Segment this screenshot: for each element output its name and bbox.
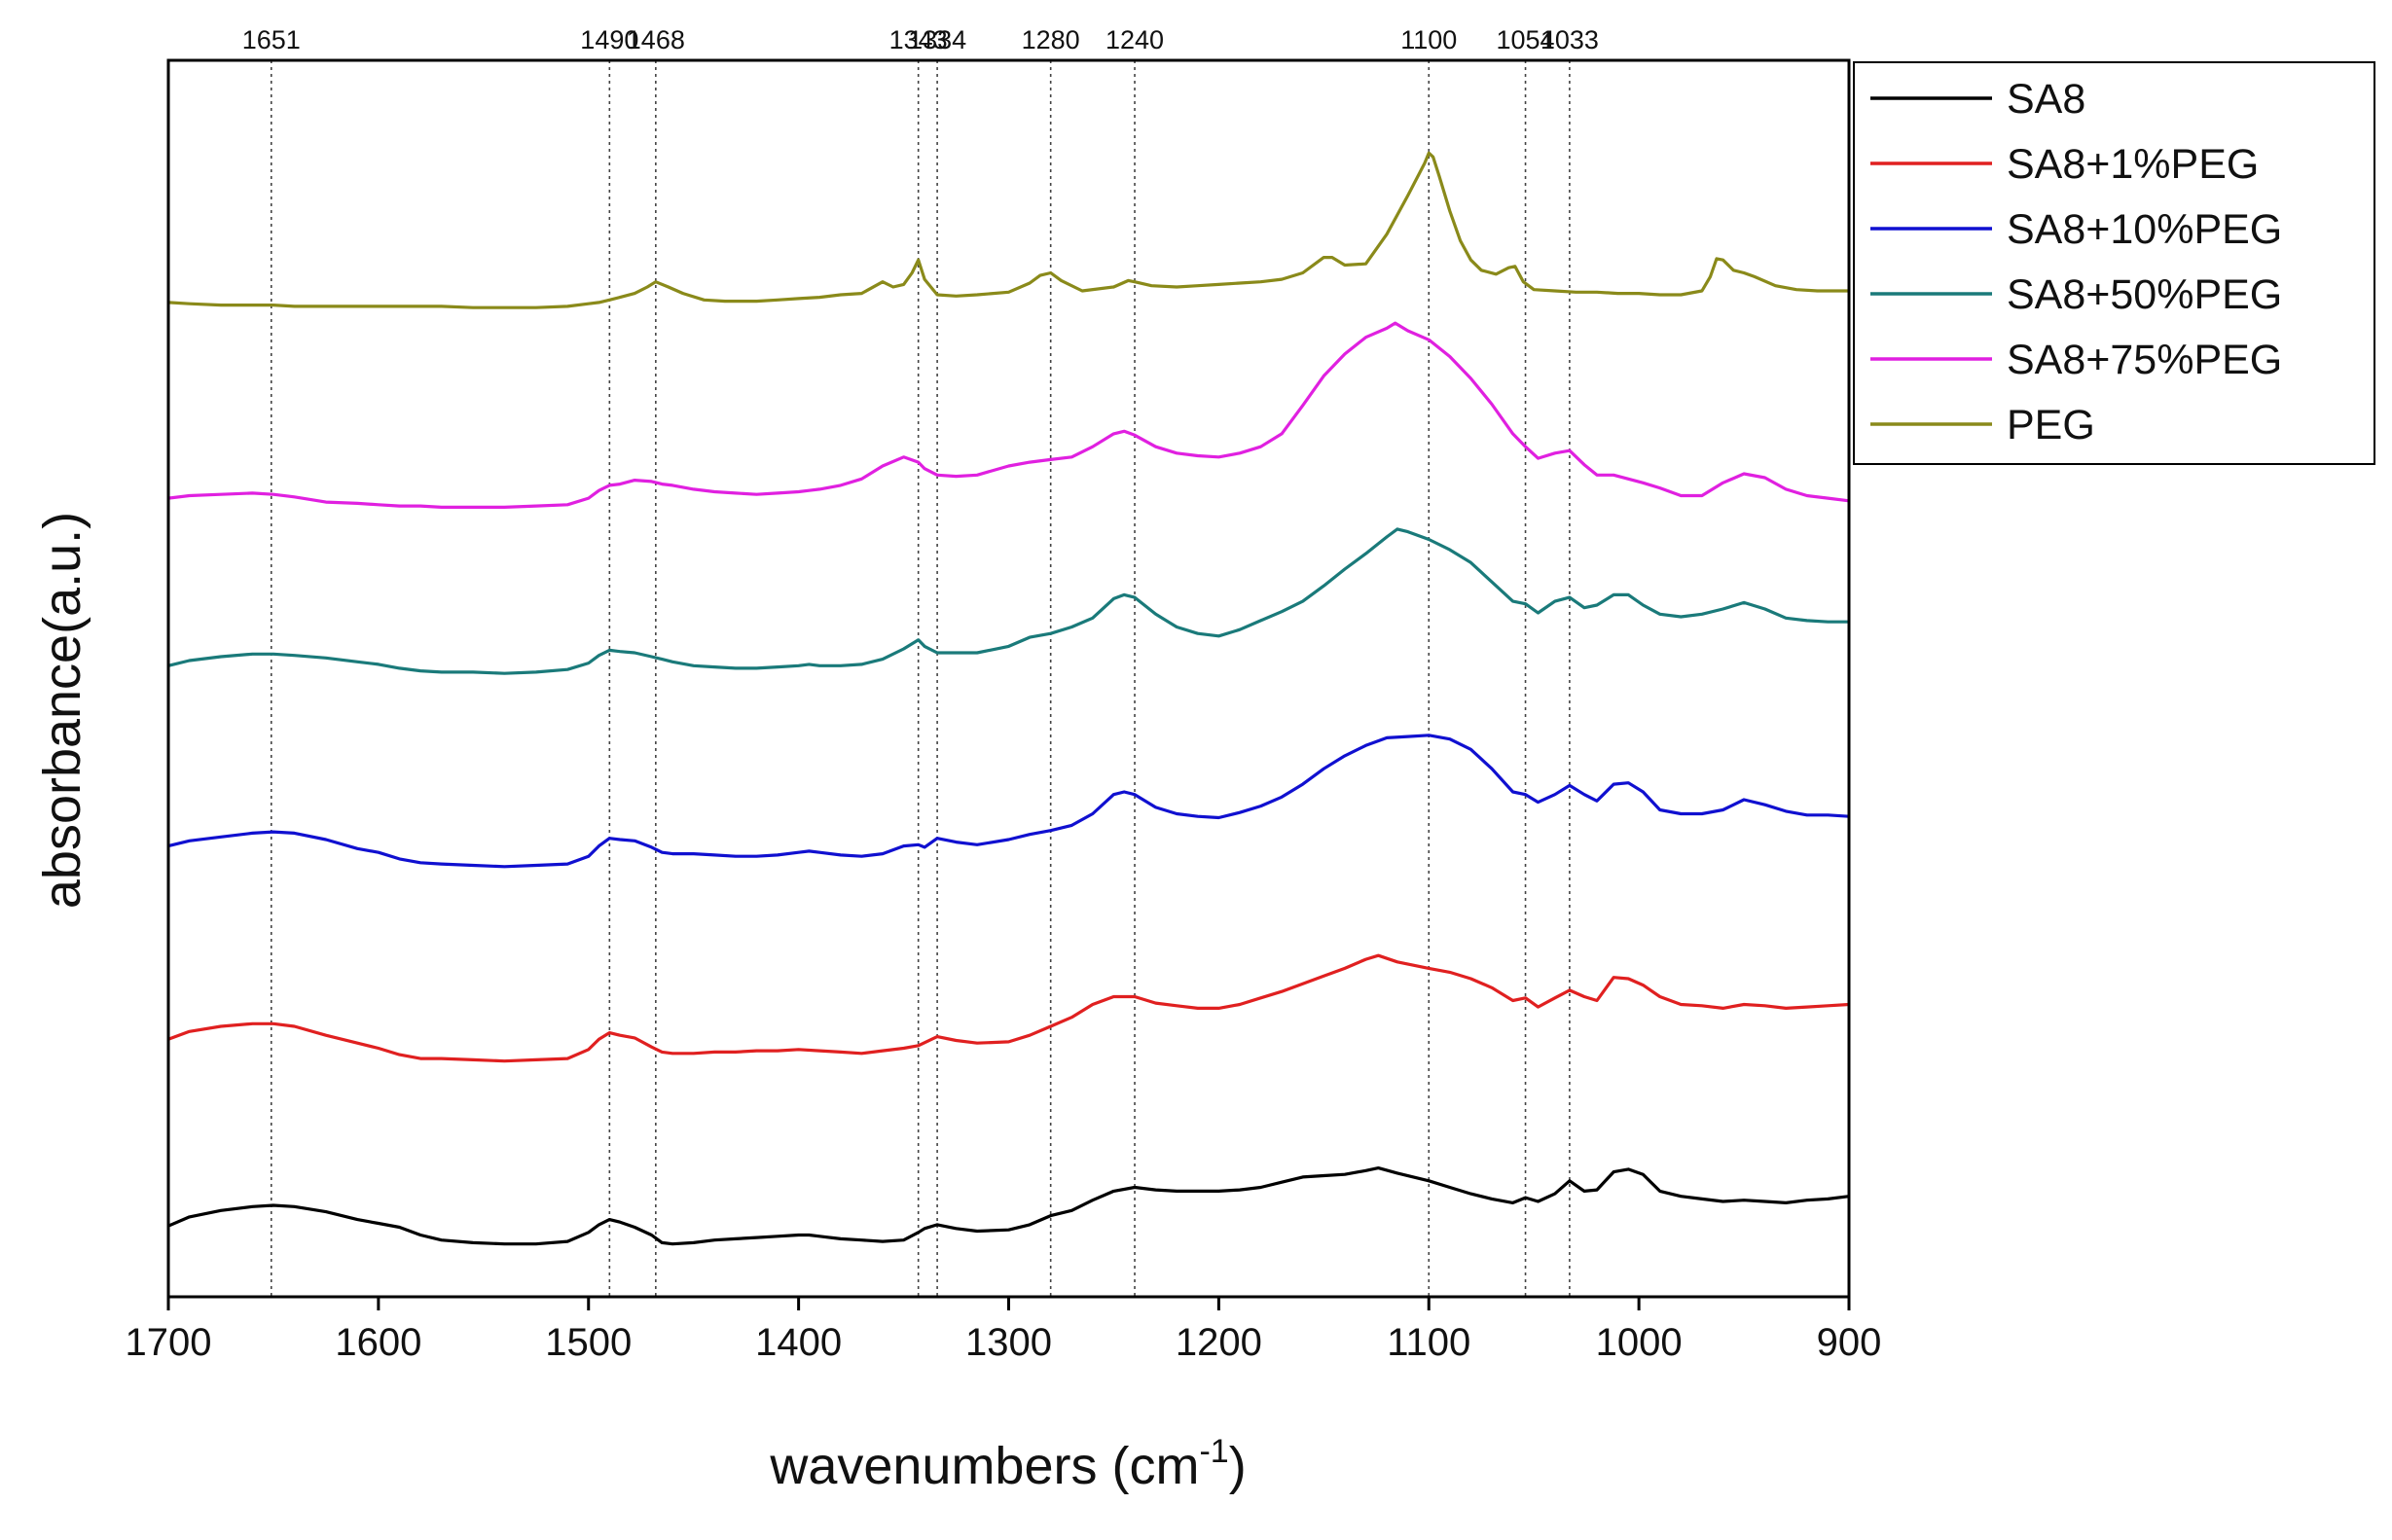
peak-label-1490: 1490 [580,25,638,54]
x-tick-label-900: 900 [1817,1321,1882,1364]
peak-label-1100: 1100 [1400,25,1457,54]
legend-label-sa8-75-peg: SA8+75%PEG [2007,337,2282,383]
x-axis-title: wavenumbers (cm-1) [769,1433,1246,1495]
legend-label-sa8: SA8 [2007,76,2085,123]
legend-label-sa8-50-peg: SA8+50%PEG [2007,271,2282,318]
series-line-sa8-50-peg [167,527,1849,675]
x-tick-label-1400: 1400 [755,1321,842,1364]
series-line-sa8-75-peg [167,321,1850,509]
series-lines [167,151,1850,1246]
peak-marker-lines [270,60,1571,1297]
legend-label-peg: PEG [2007,402,2095,448]
legend-label-sa8-10-peg: SA8+10%PEG [2007,206,2282,253]
peak-label-1651: 1651 [242,25,301,54]
x-axis-title-superscript: -1 [1199,1433,1228,1470]
x-axis-ticks: 1700 1600 1500 1400 1300 1200 1100 1000 900 [126,1297,1882,1364]
x-tick-label-1000: 1000 [1596,1321,1683,1364]
series-line-peg [167,151,1849,309]
x-tick-label-1200: 1200 [1176,1321,1262,1364]
x-tick-label-1100: 1100 [1387,1321,1470,1364]
peak-label-1343: 1343 [889,25,948,54]
series-line-sa8-10-peg [167,734,1850,869]
peak-label-1334: 1334 [908,25,966,54]
x-tick-label-1600: 1600 [335,1321,421,1364]
x-tick-label-1700: 1700 [126,1321,212,1364]
peak-label-1240: 1240 [1105,25,1164,54]
legend: SA8 SA8+1%PEG SA8+10%PEG SA8+50%PEG SA8+75%P… [1853,61,2375,465]
legend-box [1853,61,2375,465]
peak-label-1280: 1280 [1022,25,1080,54]
y-axis-title: absorbance(a.u.) [33,512,91,909]
peak-label-1468: 1468 [627,25,685,54]
series-line-sa8-1-peg [167,953,1850,1063]
legend-label-sa8-1-peg: SA8+1%PEG [2007,141,2259,188]
peak-label-1054: 1054 [1497,25,1555,54]
series-line-sa8 [167,1166,1850,1246]
x-tick-label-1300: 1300 [965,1321,1052,1364]
plot-frame [166,58,1851,1299]
peak-label-1033: 1033 [1540,25,1599,54]
x-tick-label-1500: 1500 [545,1321,632,1364]
